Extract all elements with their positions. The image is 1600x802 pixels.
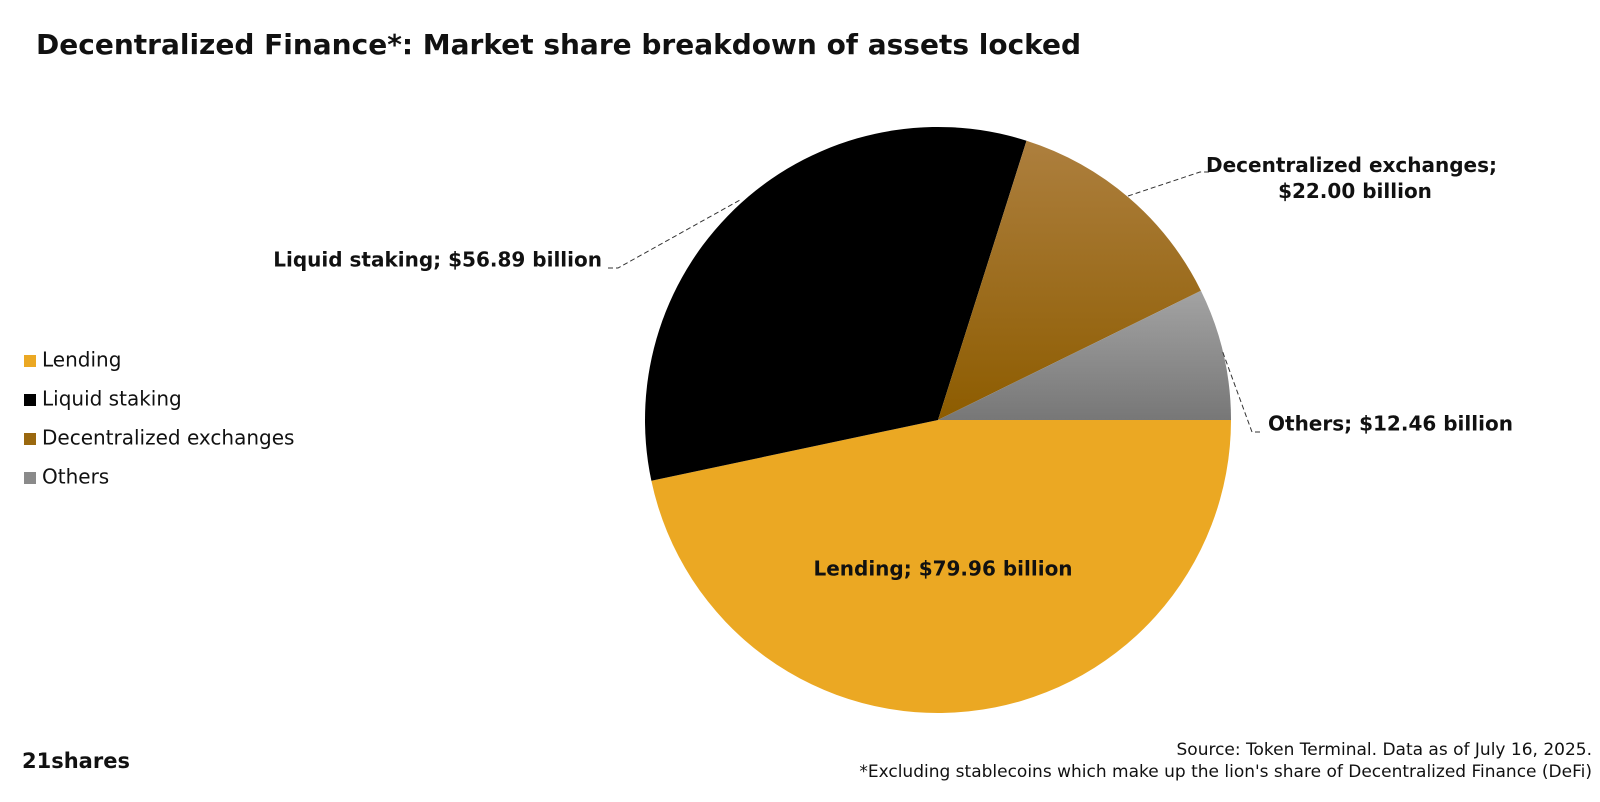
legend-swatch <box>24 472 36 484</box>
leader-line <box>608 199 741 269</box>
pie-slice <box>651 420 1231 713</box>
source: Source: Token Terminal. Data as of July … <box>1177 740 1593 760</box>
footnote: *Excluding stablecoins which make up the… <box>859 762 1592 782</box>
legend-swatch <box>24 394 36 406</box>
pie-slice <box>938 140 1201 421</box>
legend-swatch <box>24 433 36 445</box>
data-label: Lending; $79.96 billion <box>813 557 1072 581</box>
pie-slice <box>645 126 1027 481</box>
logo: 21shares <box>22 749 130 773</box>
legend-label: Lending <box>42 348 121 372</box>
leader-line <box>1221 349 1260 433</box>
legend-swatch <box>24 355 36 367</box>
legend-label: Decentralized exchanges <box>42 426 294 450</box>
leader-line <box>1127 171 1212 197</box>
data-label: Others; $12.46 billion <box>1268 412 1513 436</box>
legend-label: Liquid staking <box>42 387 182 411</box>
data-label: Liquid staking; $56.89 billion <box>273 248 602 272</box>
pie-slice <box>938 290 1231 420</box>
legend-label: Others <box>42 465 109 489</box>
data-label: Decentralized exchanges; $22.00 billion <box>1206 153 1504 203</box>
chart-title: Decentralized Finance*: Market share bre… <box>36 28 1081 61</box>
